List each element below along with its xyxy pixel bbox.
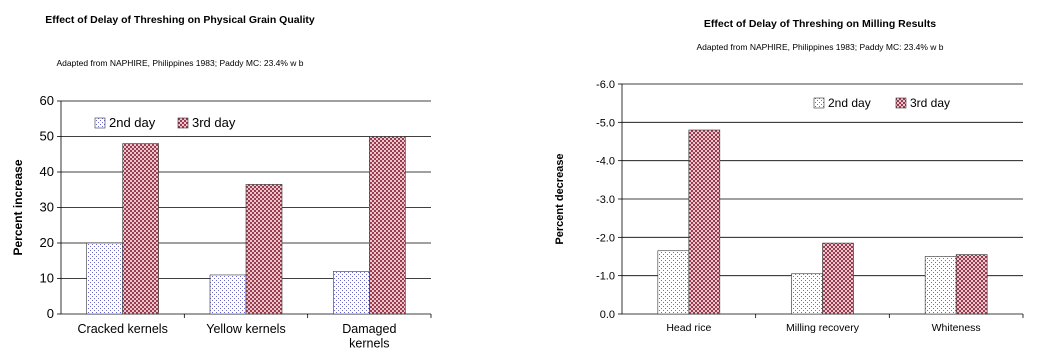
chart-title: Effect of Delay of Threshing on Milling … <box>703 18 937 30</box>
chart-plot-area: 0.0 -1.0 -2.0 -3.0 -4.0 -5.0 -6.0 Head rice Mill… <box>554 79 1024 334</box>
y-tick-label: -1.0 <box>596 271 615 283</box>
chart-subtitle: Adapted from NAPHIRE, Philippines 1983; … <box>56 58 304 68</box>
x-category-label: Head rice <box>666 322 711 334</box>
bar <box>657 250 690 315</box>
bar <box>245 184 283 315</box>
y-tick-label: 0 <box>47 306 54 321</box>
y-tick-label: -2.0 <box>596 232 615 244</box>
bar <box>688 129 721 315</box>
legend-label: 2nd day <box>828 96 871 110</box>
legend-swatch <box>813 97 825 109</box>
x-category-label: Yellow kernels <box>206 322 285 336</box>
y-tick-label: -3.0 <box>596 194 615 206</box>
chart-plot-area: 0 10 20 30 40 50 60 Cracked kernels Yellow kerne… <box>11 93 432 351</box>
x-category-label: Whiteness <box>932 322 981 334</box>
y-tick-label: 0.0 <box>600 309 615 321</box>
bar <box>86 242 123 315</box>
y-tick-label: 10 <box>40 271 54 286</box>
y-tick-label: -6.0 <box>596 79 615 91</box>
y-tick-label: 30 <box>40 200 54 215</box>
bar <box>209 274 247 315</box>
y-tick-label: 50 <box>40 129 54 144</box>
y-axis-label: Percent increase <box>11 159 25 255</box>
bar <box>822 242 854 315</box>
chart-physical-grain-quality: Effect of Delay of Threshing on Physical… <box>0 0 521 364</box>
legend-swatch <box>94 117 106 129</box>
bar <box>333 271 370 315</box>
chart-subtitle: Adapted from NAPHIRE, Philippines 1983; … <box>696 42 944 52</box>
x-category-label: Cracked kernels <box>78 322 168 336</box>
x-category-label: kernels <box>349 337 389 351</box>
legend-label: 3rd day <box>192 115 236 130</box>
y-tick-label: 40 <box>40 164 54 179</box>
bar <box>791 273 823 315</box>
legend-swatch <box>177 117 189 129</box>
y-tick-label: 20 <box>40 235 54 250</box>
y-tick-label: -5.0 <box>596 117 615 129</box>
legend-swatch <box>895 97 907 109</box>
bar <box>924 256 957 315</box>
y-tick-label: 60 <box>40 93 54 108</box>
y-axis-label: Percent decrease <box>554 153 566 244</box>
bar <box>955 254 988 315</box>
legend-label: 2nd day <box>109 115 156 130</box>
y-tick-label: -4.0 <box>596 156 615 168</box>
chart-title: Effect of Delay of Threshing on Physical… <box>45 14 315 26</box>
chart-milling-results: Effect of Delay of Threshing on Milling … <box>521 0 1043 364</box>
bar <box>369 136 406 315</box>
bar <box>122 143 159 315</box>
legend-label: 3rd day <box>910 96 950 110</box>
x-category-label: Milling recovery <box>786 322 860 334</box>
x-category-label: Damaged <box>342 322 396 336</box>
